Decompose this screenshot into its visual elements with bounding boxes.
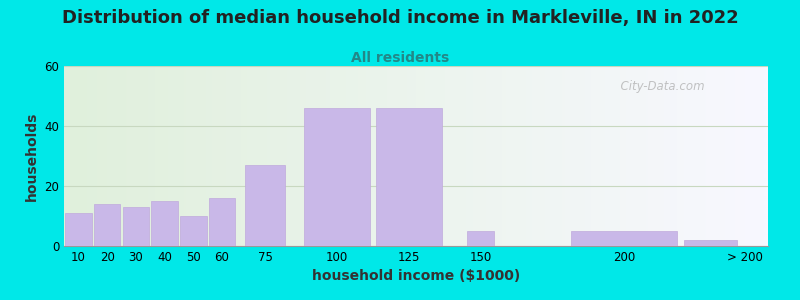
X-axis label: household income ($1000): household income ($1000)	[312, 269, 520, 284]
Bar	[684, 240, 737, 246]
Text: Distribution of median household income in Markleville, IN in 2022: Distribution of median household income …	[62, 9, 738, 27]
Bar	[151, 201, 178, 246]
Bar	[65, 213, 91, 246]
Bar	[180, 216, 206, 246]
Bar	[94, 204, 120, 246]
Bar	[209, 198, 235, 246]
Text: All residents: All residents	[351, 51, 449, 65]
Text: City-Data.com: City-Data.com	[613, 80, 705, 93]
Bar	[467, 231, 494, 246]
Bar	[246, 165, 285, 246]
Bar	[376, 108, 442, 246]
Bar	[571, 231, 677, 246]
Bar	[304, 108, 370, 246]
Bar	[122, 207, 149, 246]
Y-axis label: households: households	[25, 111, 38, 201]
